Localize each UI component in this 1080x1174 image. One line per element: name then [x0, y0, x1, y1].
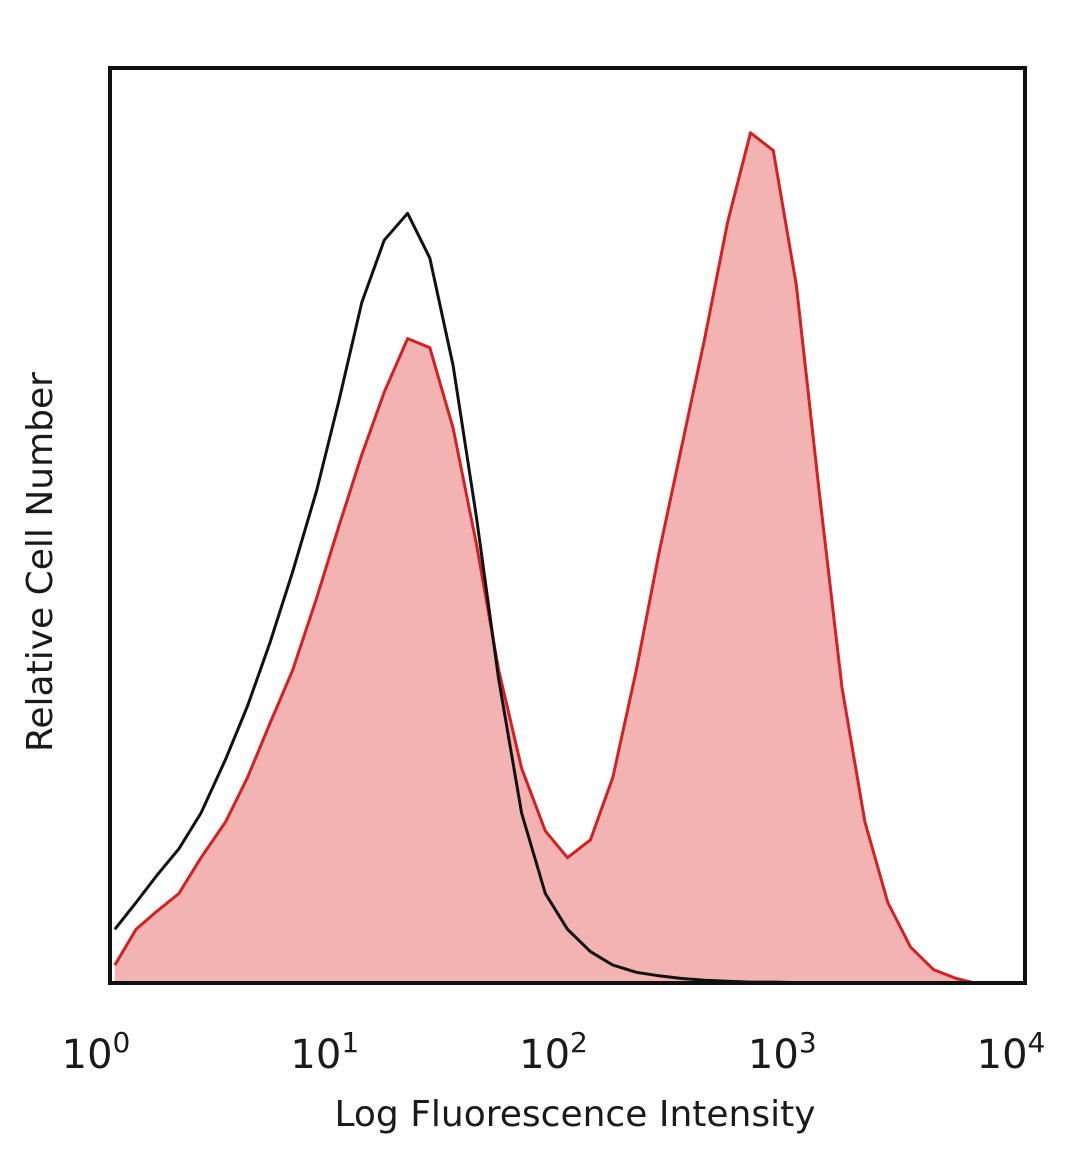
series-1-line [113, 211, 820, 985]
x-tick-label-4: 104 [977, 1026, 1046, 1078]
plot-frame [108, 66, 1027, 985]
x-tick-label-2: 102 [519, 1026, 588, 1078]
series-0-line [113, 131, 975, 985]
x-tick-label-1: 101 [290, 1026, 359, 1078]
series-layer [113, 131, 975, 985]
series-0-area [114, 132, 975, 984]
x-tick-label-0: 100 [62, 1026, 131, 1078]
x-axis-title: Log Fluorescence Intensity [334, 1094, 815, 1135]
x-tick-label-3: 103 [748, 1026, 817, 1078]
x-tick-labels: 100 101 102 103 104 [62, 1026, 1046, 1078]
y-axis-title: Relative Cell Number [20, 372, 61, 752]
